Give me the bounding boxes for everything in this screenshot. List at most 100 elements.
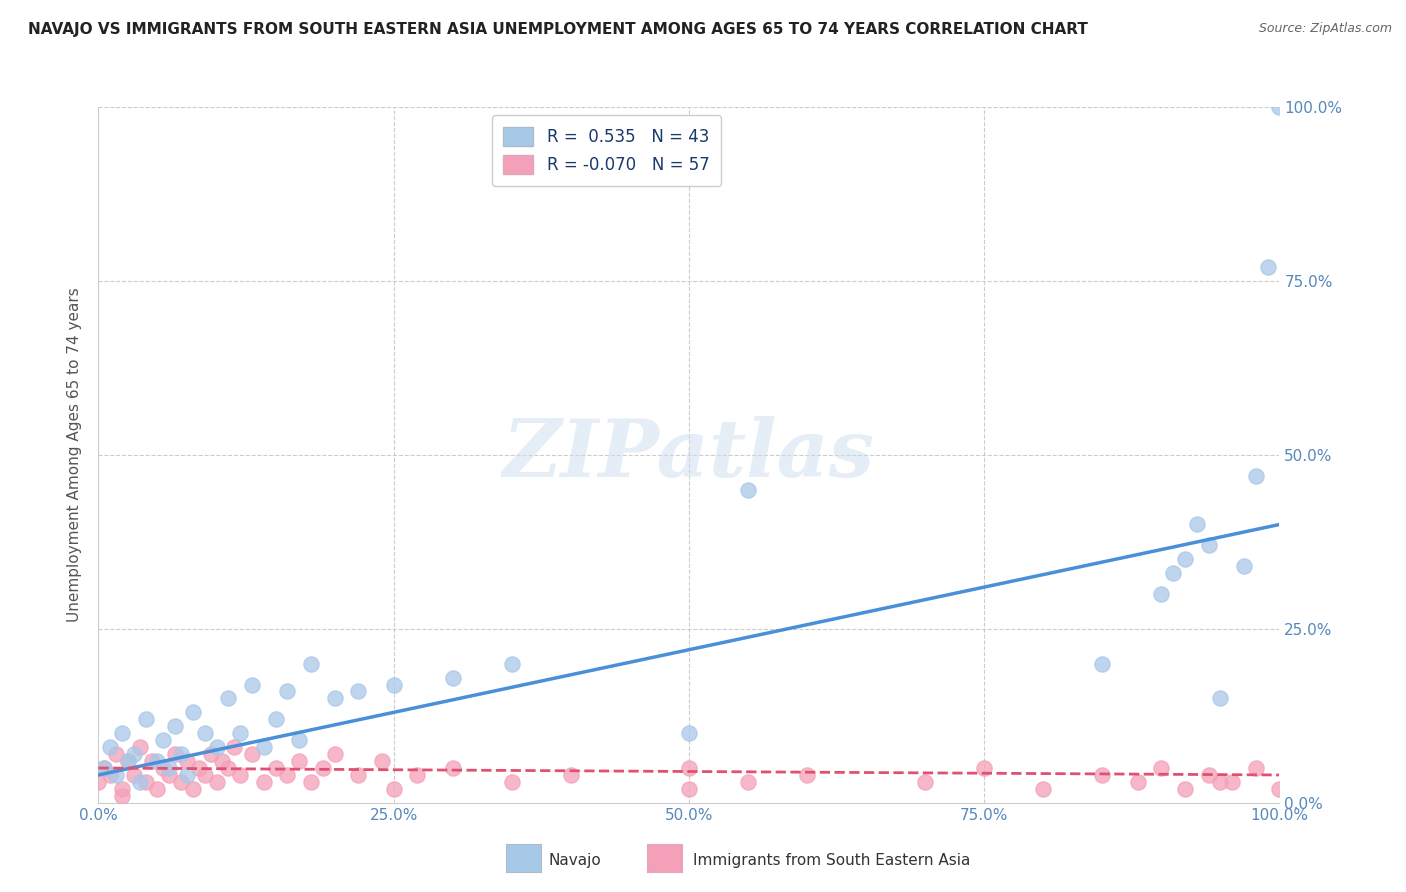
Point bbox=[1198, 538, 1220, 552]
Point bbox=[176, 768, 198, 782]
Point bbox=[1244, 468, 1267, 483]
Point bbox=[165, 719, 187, 733]
Point bbox=[1209, 691, 1232, 706]
Point bbox=[141, 754, 163, 768]
Point bbox=[264, 712, 287, 726]
Point bbox=[1032, 781, 1054, 796]
Point bbox=[170, 747, 193, 761]
Point bbox=[1150, 761, 1173, 775]
Point bbox=[276, 684, 298, 698]
Point bbox=[737, 483, 759, 497]
Point bbox=[229, 726, 252, 740]
Text: Source: ZipAtlas.com: Source: ZipAtlas.com bbox=[1258, 22, 1392, 36]
Point bbox=[264, 761, 287, 775]
Point bbox=[1257, 260, 1279, 274]
Point bbox=[128, 740, 150, 755]
Point bbox=[211, 754, 233, 768]
Point bbox=[111, 789, 134, 803]
Text: Immigrants from South Eastern Asia: Immigrants from South Eastern Asia bbox=[693, 854, 970, 868]
Point bbox=[347, 768, 370, 782]
Point bbox=[157, 761, 180, 775]
Text: Navajo: Navajo bbox=[548, 854, 602, 868]
Point bbox=[105, 768, 128, 782]
Point bbox=[678, 761, 700, 775]
Point bbox=[1150, 587, 1173, 601]
Point bbox=[240, 677, 263, 691]
Point bbox=[288, 733, 311, 747]
Point bbox=[181, 781, 204, 796]
Point bbox=[217, 691, 239, 706]
Text: ZIPatlas: ZIPatlas bbox=[503, 417, 875, 493]
Point bbox=[117, 754, 139, 768]
Point bbox=[253, 740, 276, 755]
Point bbox=[312, 761, 335, 775]
Point bbox=[678, 781, 700, 796]
Point bbox=[1244, 761, 1267, 775]
Point bbox=[111, 781, 134, 796]
Point bbox=[323, 691, 346, 706]
Point bbox=[117, 754, 139, 768]
Point bbox=[501, 775, 523, 789]
Point bbox=[678, 726, 700, 740]
Point bbox=[187, 761, 209, 775]
Point bbox=[111, 726, 134, 740]
Point bbox=[135, 775, 157, 789]
Point bbox=[1233, 559, 1256, 574]
Point bbox=[217, 761, 239, 775]
Point bbox=[122, 747, 145, 761]
Point bbox=[157, 768, 180, 782]
Point bbox=[152, 733, 174, 747]
Point bbox=[737, 775, 759, 789]
Point bbox=[1091, 657, 1114, 671]
Point bbox=[122, 768, 145, 782]
Point bbox=[194, 768, 217, 782]
Point bbox=[1161, 566, 1184, 581]
Point bbox=[146, 754, 169, 768]
Point bbox=[93, 761, 115, 775]
Point bbox=[105, 747, 128, 761]
Point bbox=[371, 754, 394, 768]
Point bbox=[176, 754, 198, 768]
Point bbox=[205, 740, 228, 755]
Point bbox=[796, 768, 818, 782]
Point bbox=[1198, 768, 1220, 782]
Point bbox=[1220, 775, 1243, 789]
Point bbox=[240, 747, 263, 761]
Point bbox=[406, 768, 429, 782]
Point bbox=[1185, 517, 1208, 532]
Point bbox=[441, 671, 464, 685]
Point bbox=[152, 761, 174, 775]
Point bbox=[1268, 100, 1291, 114]
Point bbox=[441, 761, 464, 775]
Point bbox=[87, 775, 110, 789]
Point bbox=[1126, 775, 1149, 789]
Point bbox=[1209, 775, 1232, 789]
Point bbox=[299, 775, 322, 789]
Y-axis label: Unemployment Among Ages 65 to 74 years: Unemployment Among Ages 65 to 74 years bbox=[67, 287, 83, 623]
Point bbox=[224, 740, 246, 755]
Point bbox=[973, 761, 995, 775]
Point bbox=[98, 768, 121, 782]
Point bbox=[1268, 781, 1291, 796]
Point bbox=[560, 768, 582, 782]
Legend: R =  0.535   N = 43, R = -0.070   N = 57: R = 0.535 N = 43, R = -0.070 N = 57 bbox=[492, 115, 721, 186]
Point bbox=[93, 761, 115, 775]
Point bbox=[98, 740, 121, 755]
Point bbox=[276, 768, 298, 782]
Point bbox=[1174, 781, 1197, 796]
Point bbox=[128, 775, 150, 789]
Point bbox=[299, 657, 322, 671]
Point bbox=[181, 706, 204, 720]
Point bbox=[205, 775, 228, 789]
Point bbox=[347, 684, 370, 698]
Point bbox=[914, 775, 936, 789]
Point bbox=[1091, 768, 1114, 782]
Point bbox=[200, 747, 222, 761]
Point bbox=[146, 781, 169, 796]
Point bbox=[382, 781, 405, 796]
Point bbox=[170, 775, 193, 789]
Point bbox=[501, 657, 523, 671]
Text: NAVAJO VS IMMIGRANTS FROM SOUTH EASTERN ASIA UNEMPLOYMENT AMONG AGES 65 TO 74 YE: NAVAJO VS IMMIGRANTS FROM SOUTH EASTERN … bbox=[28, 22, 1088, 37]
Point bbox=[253, 775, 276, 789]
Point bbox=[1174, 552, 1197, 566]
